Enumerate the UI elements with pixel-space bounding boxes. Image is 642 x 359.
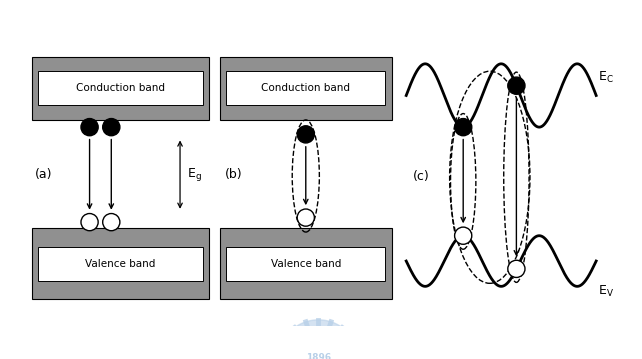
Circle shape (81, 214, 98, 231)
Circle shape (508, 77, 525, 94)
Circle shape (103, 118, 120, 136)
Circle shape (508, 260, 525, 278)
Text: Conduction band: Conduction band (76, 83, 165, 93)
Text: 1896: 1896 (306, 353, 331, 359)
Circle shape (297, 209, 315, 226)
FancyBboxPatch shape (38, 71, 203, 106)
Text: (c): (c) (413, 171, 429, 183)
Circle shape (455, 118, 472, 136)
Text: $\mathregular{E_g}$: $\mathregular{E_g}$ (187, 166, 202, 183)
Text: (b): (b) (225, 168, 243, 181)
Text: (a): (a) (35, 168, 52, 181)
Polygon shape (31, 228, 209, 299)
Circle shape (81, 118, 98, 136)
FancyBboxPatch shape (226, 247, 385, 281)
Polygon shape (278, 320, 359, 359)
Circle shape (455, 227, 472, 244)
Text: $\mathregular{E_V}$: $\mathregular{E_V}$ (598, 284, 614, 299)
Polygon shape (294, 336, 343, 359)
Polygon shape (220, 57, 392, 120)
Text: Conduction band: Conduction band (261, 83, 351, 93)
FancyBboxPatch shape (226, 71, 385, 106)
Polygon shape (220, 228, 392, 299)
Text: $\mathregular{E_C}$: $\mathregular{E_C}$ (598, 70, 614, 85)
Circle shape (297, 126, 315, 143)
Polygon shape (31, 57, 209, 120)
Circle shape (103, 214, 120, 231)
Text: Valence band: Valence band (85, 259, 155, 269)
FancyBboxPatch shape (38, 247, 203, 281)
Text: Valence band: Valence band (270, 259, 341, 269)
